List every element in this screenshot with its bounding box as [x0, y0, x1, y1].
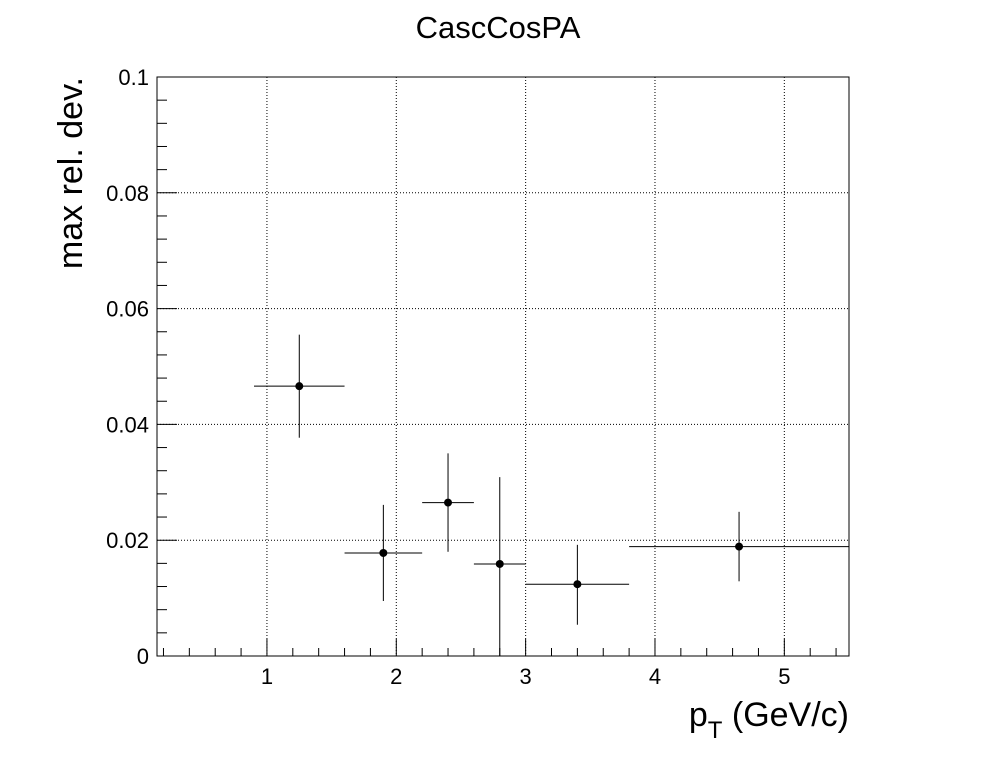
data-point — [254, 334, 345, 438]
x-axis-label-main: p — [689, 696, 708, 734]
plot-frame — [156, 76, 850, 657]
y-tick-label: 0.06 — [106, 297, 149, 322]
x-axis-label-subscript: T — [708, 717, 723, 744]
data-point — [422, 453, 474, 552]
point-marker — [735, 542, 744, 551]
y-tick-label: 0.1 — [118, 65, 149, 90]
y-tick-labels: 0 0.02 0.04 0.06 0.08 0.1 — [106, 65, 149, 669]
axis-ticks — [157, 76, 837, 657]
data-points — [254, 334, 849, 656]
y-tick-label: 0.04 — [106, 412, 149, 437]
x-tick-labels: 1 2 3 4 5 — [261, 664, 791, 689]
data-point — [629, 511, 849, 582]
x-tick-label: 3 — [520, 664, 532, 689]
point-marker — [295, 382, 304, 391]
x-axis-label-unit: (GeV/c) — [722, 696, 849, 734]
point-marker — [444, 498, 453, 507]
data-point — [473, 477, 526, 656]
point-marker — [379, 548, 388, 557]
data-point — [344, 504, 423, 601]
y-tick-label: 0.02 — [106, 528, 149, 553]
x-tick-label: 4 — [649, 664, 661, 689]
data-point — [525, 544, 630, 625]
point-marker — [495, 559, 504, 568]
y-axis-label: max rel. dev. — [52, 77, 90, 269]
chart-title: CascCosPA — [416, 10, 581, 45]
y-tick-label: 0.08 — [106, 181, 149, 206]
x-tick-label: 1 — [261, 664, 273, 689]
grid-lines — [157, 76, 849, 657]
point-marker — [573, 580, 582, 589]
y-tick-label: 0 — [137, 644, 149, 669]
x-axis-label: pT (GeV/c) — [689, 696, 849, 744]
x-tick-label: 2 — [390, 664, 402, 689]
x-tick-label: 5 — [778, 664, 790, 689]
